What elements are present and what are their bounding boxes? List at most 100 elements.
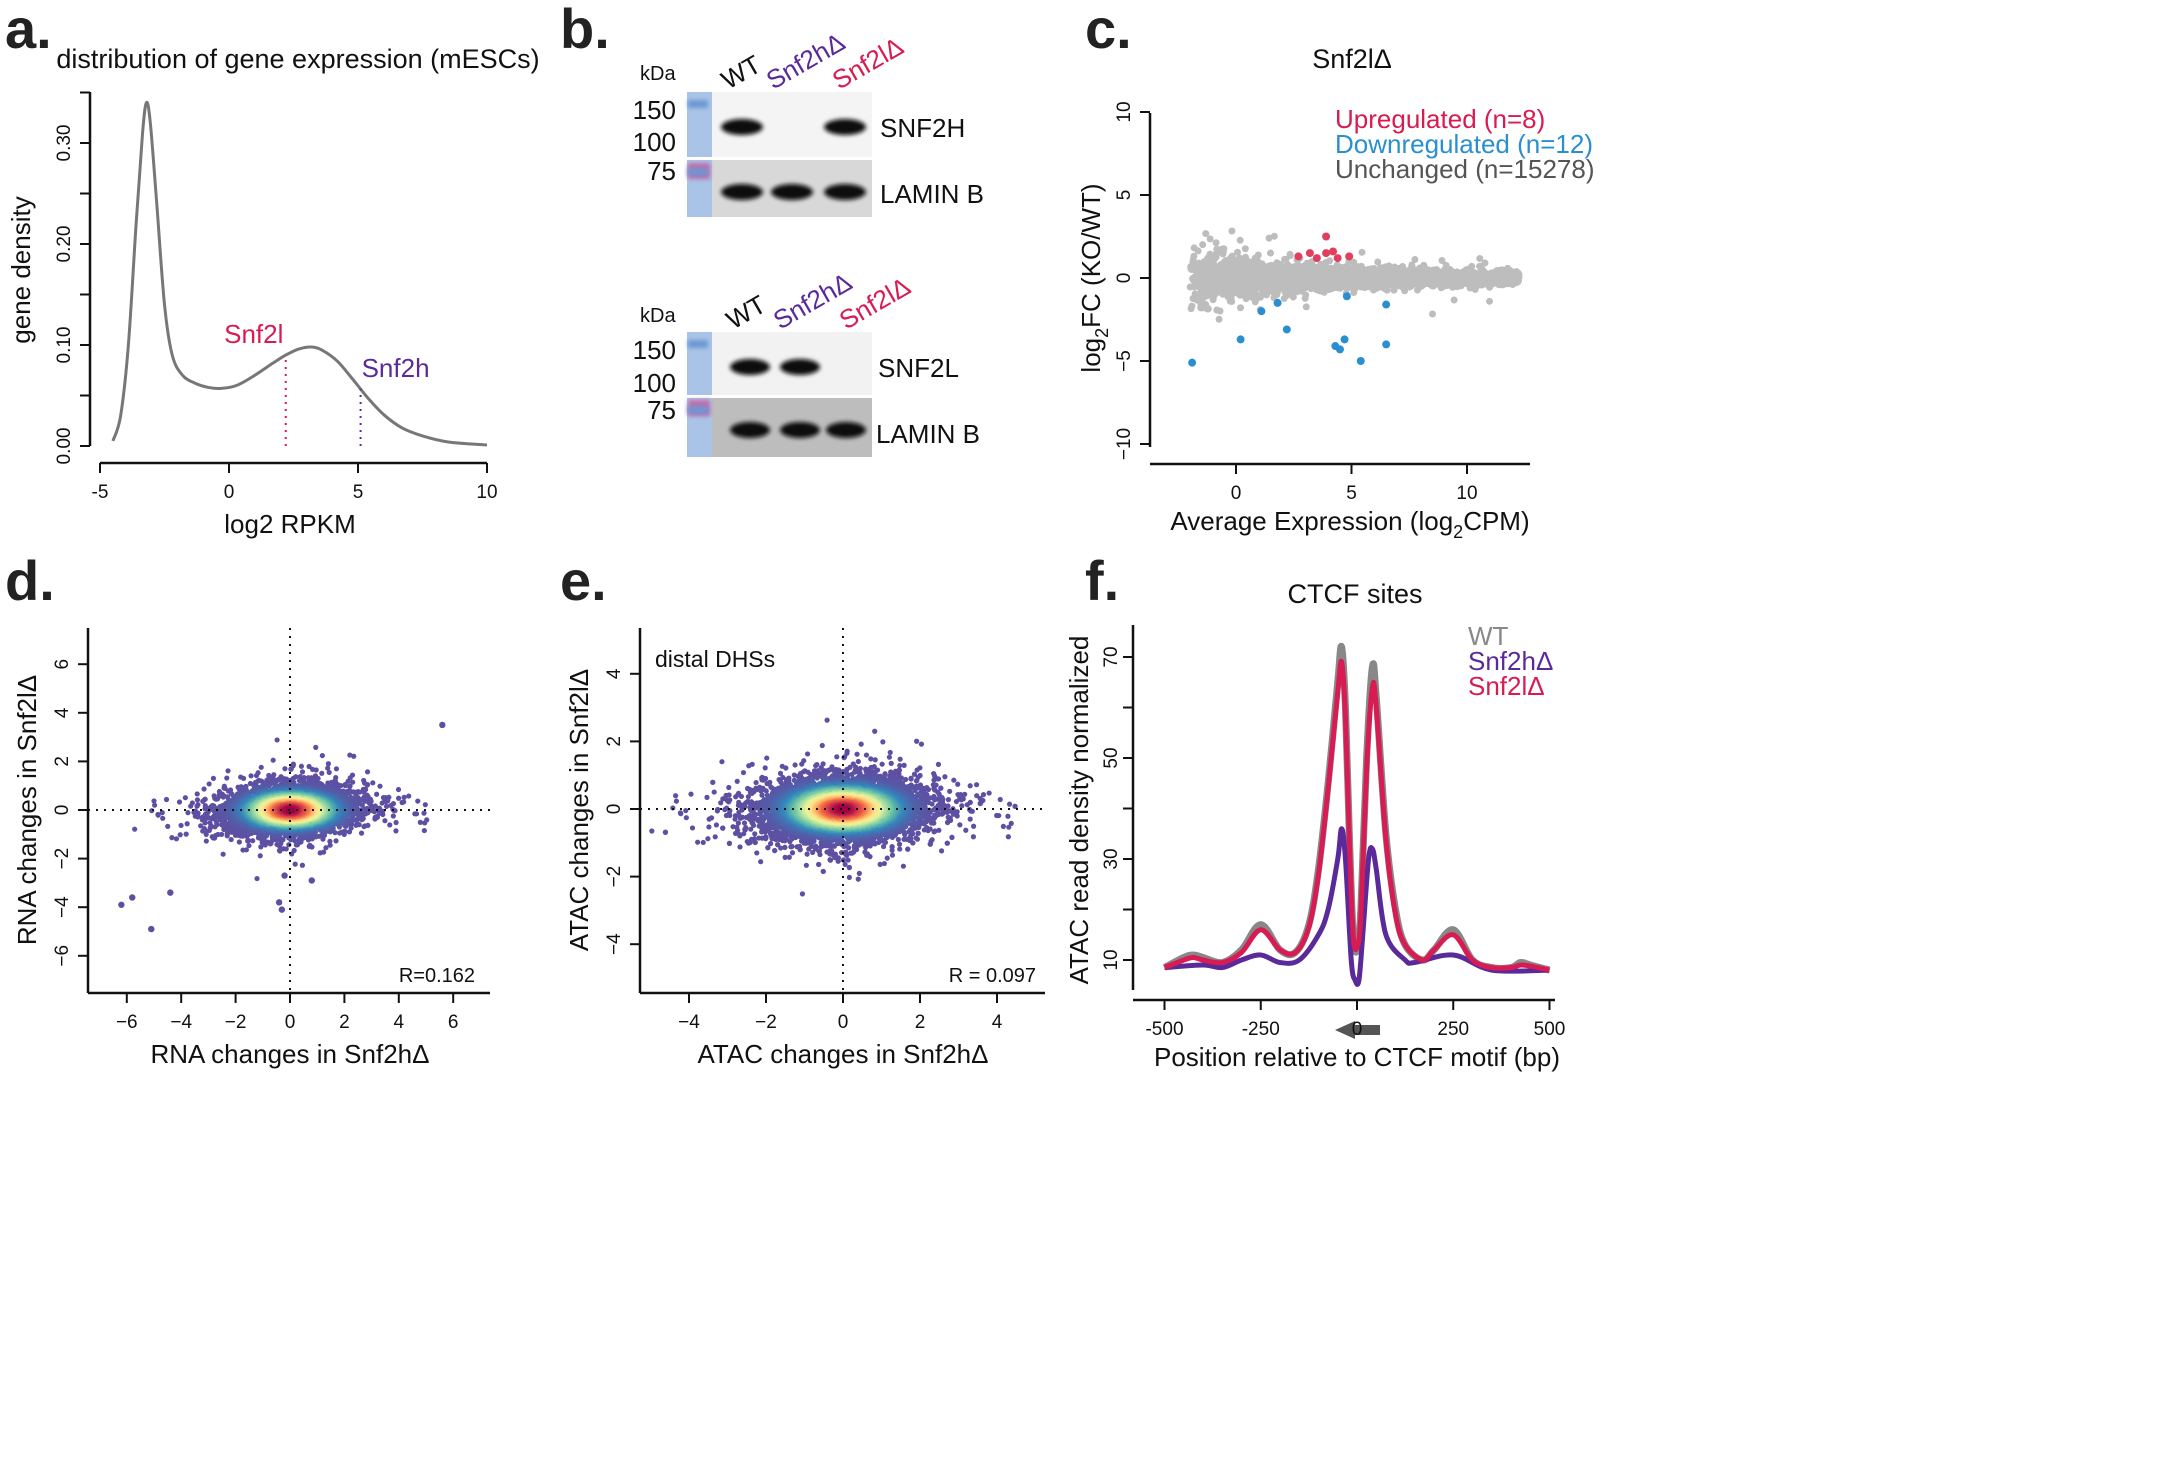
y-tick-label: −2 [52, 848, 73, 870]
y-tick-label: 2 [52, 756, 73, 767]
point [189, 800, 195, 806]
point [202, 796, 208, 802]
band-laminb [824, 184, 866, 200]
marker-label-snf2h: Snf2h [362, 353, 430, 383]
point-unchanged [1208, 291, 1216, 299]
point-unchanged [1322, 259, 1330, 267]
x-tick-label: −2 [225, 1012, 247, 1033]
point-unchanged [1256, 270, 1264, 278]
y-tick-label: 5 [1114, 190, 1135, 201]
point [319, 752, 325, 759]
point-unchanged [1378, 277, 1386, 285]
point-unchanged [1384, 273, 1392, 281]
point [236, 839, 242, 845]
point-downregulated [1382, 300, 1391, 309]
marker-label-snf2l: Snf2l [224, 319, 283, 349]
point [364, 769, 371, 775]
point [341, 828, 348, 834]
point [194, 797, 201, 803]
point-unchanged [1263, 270, 1271, 278]
legend-snf2l: Snf2lΔ [1468, 671, 1545, 701]
point [313, 767, 319, 773]
point [214, 796, 221, 802]
point-unchanged [1187, 305, 1195, 313]
point-unchanged [1236, 304, 1244, 312]
x-tick-label: 6 [448, 1012, 459, 1033]
point-unchanged [1212, 239, 1220, 247]
chart-f-ylabel: ATAC read density normalized [1064, 636, 1094, 985]
point-unchanged [1302, 303, 1310, 311]
blot-ladder-band [688, 100, 708, 108]
point [395, 786, 402, 793]
chart-a-ylabel: gene density [6, 196, 36, 343]
point-unchanged [1272, 273, 1280, 281]
point [383, 803, 390, 809]
band-laminb [721, 184, 763, 200]
point [333, 838, 339, 844]
point [422, 802, 428, 808]
point [183, 831, 189, 837]
point [370, 780, 376, 786]
point-unchanged [1236, 266, 1244, 274]
point-unchanged [1256, 293, 1264, 301]
y-tick-label: −10 [1114, 428, 1135, 460]
x-tick-label: 2 [339, 1012, 350, 1033]
chart-d-xlabel: RNA changes in Snf2hΔ [151, 1039, 430, 1069]
y-tick-label: −4 [52, 896, 73, 918]
point-unchanged [1383, 267, 1391, 275]
point-unchanged [1194, 292, 1202, 300]
point [412, 811, 418, 817]
chart-a-xlabel: log2 RPKM [224, 509, 356, 539]
blot-bottom-marker-100: 100 [633, 368, 676, 398]
point-unchanged [1457, 276, 1465, 284]
legend-wt: WT [1468, 621, 1509, 651]
point [307, 842, 313, 848]
point-unchanged [1206, 235, 1214, 243]
point-unchanged [1476, 254, 1484, 262]
point [201, 786, 207, 792]
point-unchanged [1358, 248, 1366, 256]
y-tick-label: 0.00 [54, 428, 75, 465]
x-tick-label: −6 [116, 1012, 138, 1033]
point-unchanged [1229, 283, 1237, 291]
y-tick-label: 0.30 [54, 125, 75, 162]
point-unchanged [1206, 283, 1214, 291]
y-tick-label: 0.10 [54, 327, 75, 364]
point-unchanged [1411, 256, 1419, 264]
point-unchanged [1201, 277, 1209, 285]
point-unchanged [1215, 315, 1223, 323]
x-tick-label: 0 [1231, 483, 1242, 504]
point [202, 820, 208, 826]
point [250, 838, 256, 844]
point-upregulated [1294, 252, 1303, 261]
point-unchanged [1213, 249, 1221, 257]
point-unchanged [1239, 284, 1247, 292]
point [333, 766, 340, 772]
point-unchanged [1270, 232, 1278, 240]
point [291, 847, 297, 854]
point-unchanged [1402, 268, 1410, 276]
y-tick-label: 0 [52, 805, 73, 816]
y-tick-label: 10 [1114, 101, 1135, 122]
point-unchanged [1192, 266, 1200, 274]
point-unchanged [1236, 254, 1244, 262]
point-unchanged [1505, 275, 1513, 283]
panel-letter-a: a. [5, 0, 52, 60]
point-unchanged [1245, 272, 1253, 280]
blot-top-band-snf2h: SNF2H [880, 113, 965, 143]
point [195, 802, 201, 808]
point [299, 769, 306, 775]
point [163, 796, 170, 803]
blot-ladder-band [688, 406, 708, 414]
chart-f-title: CTCF sites [1288, 579, 1423, 609]
chart-d-annotation: R=0.162 [399, 965, 475, 987]
point [421, 810, 427, 816]
point [220, 851, 226, 857]
point-unchanged [1381, 284, 1389, 292]
point-unchanged [1483, 278, 1491, 286]
point-unchanged [1355, 277, 1363, 285]
point [173, 836, 180, 842]
x-tick-label: 4 [394, 1012, 405, 1033]
point [254, 875, 260, 882]
point-unchanged [1199, 241, 1207, 249]
